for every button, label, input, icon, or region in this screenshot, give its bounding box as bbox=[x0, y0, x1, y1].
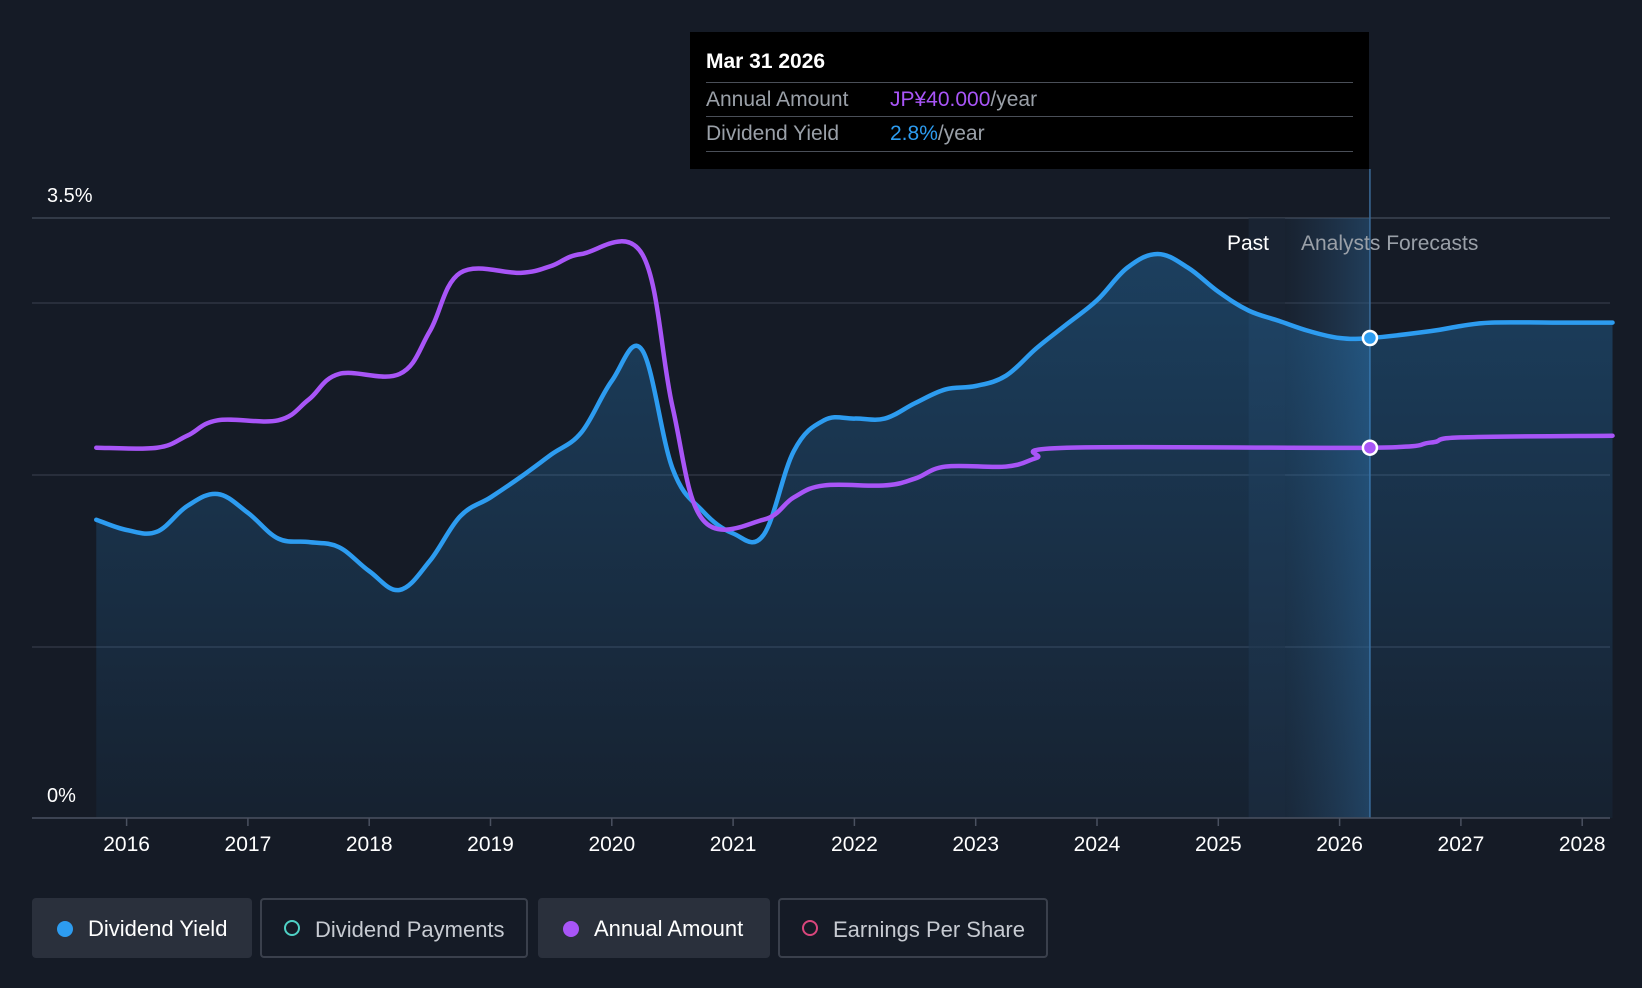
x-tick-label: 2017 bbox=[225, 833, 272, 856]
x-tick-label: 2028 bbox=[1559, 833, 1606, 856]
tooltip-unit: /year bbox=[990, 88, 1038, 111]
annual-amount-dot-icon bbox=[563, 921, 579, 937]
legend-label: Dividend Payments bbox=[315, 917, 505, 942]
legend-dividend-payments-button[interactable]: Dividend Payments bbox=[260, 898, 528, 958]
tooltip-unit: /year bbox=[937, 122, 985, 145]
dividend-yield-dot-icon bbox=[57, 921, 73, 937]
chart-labels: 3.5% 0% Past Analysts Forecasts bbox=[47, 185, 1478, 807]
legend-earnings-per-share-button[interactable]: Earnings Per Share bbox=[778, 898, 1048, 958]
earnings-per-share-ring-icon bbox=[802, 920, 818, 936]
tooltip-dividend-yield-value: 2.8% bbox=[890, 122, 938, 145]
series-layer bbox=[94, 239, 1615, 818]
tooltip-annual-amount-value: JP¥40.000 bbox=[890, 88, 991, 111]
y-axis-label-top: 3.5% bbox=[47, 185, 93, 207]
legend-label: Earnings Per Share bbox=[833, 917, 1025, 942]
chart-tooltip: Mar 31 2026 Annual Amount JP¥40.000/year… bbox=[690, 32, 1369, 169]
annual-amount-marker bbox=[1361, 439, 1379, 456]
tooltip-label: Dividend Yield bbox=[706, 122, 840, 145]
x-tick-label: 2027 bbox=[1438, 833, 1485, 856]
dividend-yield-line bbox=[94, 251, 1615, 593]
legend-dividend-yield-button[interactable]: Dividend Yield bbox=[32, 898, 252, 958]
x-tick-label: 2023 bbox=[952, 833, 999, 856]
past-region-label: Past bbox=[1227, 232, 1269, 255]
dividend-yield-marker bbox=[1361, 329, 1379, 347]
legend-label: Annual Amount bbox=[594, 916, 744, 941]
tooltip-label: Annual Amount bbox=[706, 88, 849, 111]
x-tick-label: 2024 bbox=[1074, 833, 1121, 856]
x-tick-label: 2018 bbox=[346, 833, 393, 856]
x-tick-label: 2021 bbox=[710, 833, 757, 856]
tooltip-row-annual-amount: Annual Amount JP¥40.000/year bbox=[706, 82, 1353, 117]
x-tick-label: 2020 bbox=[588, 833, 635, 856]
legend-label: Dividend Yield bbox=[88, 916, 228, 941]
x-axis: 2016 2017 2018 2019 2020 2021 2022 2023 2024 2025… bbox=[32, 817, 1610, 856]
x-tick-label: 2025 bbox=[1195, 833, 1242, 856]
dividend-payments-ring-icon bbox=[284, 920, 300, 936]
y-axis-label-bottom: 0% bbox=[47, 785, 76, 807]
legend-annual-amount-button[interactable]: Annual Amount bbox=[538, 898, 770, 958]
dividend-yield-area bbox=[96, 254, 1613, 818]
forecast-region-label: Analysts Forecasts bbox=[1301, 232, 1478, 255]
x-tick-label: 2026 bbox=[1316, 833, 1363, 856]
tooltip-date: Mar 31 2026 bbox=[706, 50, 826, 73]
tooltip-row-dividend-yield: Dividend Yield 2.8%/year bbox=[706, 116, 1353, 152]
x-tick-label: 2022 bbox=[831, 833, 878, 856]
annual-amount-line bbox=[94, 239, 1615, 532]
x-tick-label: 2019 bbox=[467, 833, 514, 856]
x-tick-label: 2016 bbox=[103, 833, 150, 856]
